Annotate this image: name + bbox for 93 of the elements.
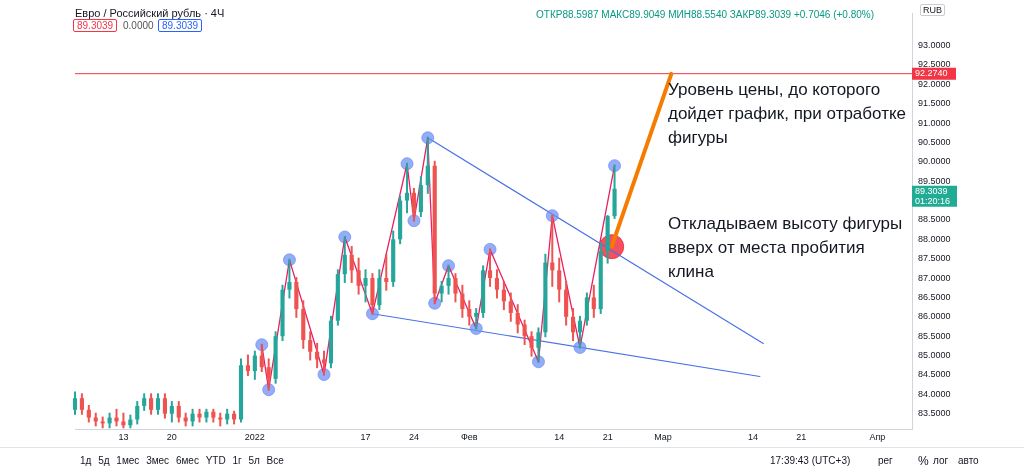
candlestick	[287, 258, 292, 299]
x-tick-label: 21	[602, 432, 613, 443]
candlestick	[363, 269, 368, 303]
y-tick-label: 86.5000	[918, 291, 951, 302]
x-tick-label: Фев	[460, 432, 478, 443]
y-tick-label: 88.0000	[918, 233, 951, 244]
candlestick	[446, 264, 451, 295]
candlestick	[349, 246, 354, 283]
text: %	[918, 454, 929, 468]
candlestick	[591, 284, 596, 318]
candlestick	[557, 257, 562, 303]
y-tick-label: 85.0000	[918, 350, 951, 361]
x-tick-label: 2022	[244, 432, 265, 443]
candlestick	[149, 393, 154, 415]
candlestick	[384, 253, 389, 291]
candlestick	[570, 308, 576, 342]
candlestick	[522, 319, 527, 345]
y-tick-label: 89.5000	[918, 175, 951, 186]
candlestick	[577, 315, 583, 349]
candlestick	[252, 350, 257, 380]
candlestick	[114, 408, 119, 427]
text: 1д 5д 1мес 3мес 6мес YTD 1г 5л Все	[80, 455, 284, 466]
y-tick-label: 83.5000	[918, 408, 951, 419]
annotation: 89.3039	[73, 19, 118, 32]
y-tick-label: 90.5000	[918, 136, 951, 147]
x-tick-label: 20	[166, 432, 177, 443]
ref-line-label: 92.2740	[915, 68, 948, 79]
candlestick	[536, 327, 541, 363]
annotation: ОТКР88.5987 МАКС89.9049 МИН88.5540 ЗАКР89.3039 +0.7046 (+0.80%)	[536, 9, 875, 20]
text: авто	[958, 455, 979, 466]
candlestick	[453, 273, 458, 303]
y-tick-label: 84.5000	[918, 369, 951, 380]
y-tick-label: 91.0000	[918, 117, 951, 128]
candlestick	[321, 350, 327, 376]
candlestick	[508, 292, 513, 322]
candlestick	[72, 391, 78, 415]
candlestick	[308, 331, 313, 361]
candlestick	[259, 343, 264, 373]
annotation: Откладываем высоту фигуры вверх от места пробития клина	[668, 213, 903, 283]
candlestick	[467, 300, 472, 326]
y-tick-label: 86.0000	[918, 311, 951, 322]
candlestick	[266, 358, 271, 391]
y-tick-label: 93.0000	[918, 40, 951, 51]
x-tick-label: 14	[747, 432, 758, 443]
x-tick-label: 17	[360, 432, 371, 443]
candlestick	[501, 280, 506, 311]
annotation: Уровень цены, до которого дойдет график, при отработке фигуры	[668, 79, 907, 149]
y-tick-label: 90.0000	[918, 156, 951, 167]
candlestick	[218, 412, 223, 427]
x-tick-label: 24	[408, 432, 419, 443]
candlestick	[529, 331, 534, 357]
candlestick	[245, 354, 251, 376]
y-tick-label: 92.0000	[918, 78, 951, 89]
text: RUB	[920, 4, 946, 16]
text: 17:39:43 (UTC+3)	[770, 455, 851, 466]
candlestick	[425, 136, 430, 194]
y-tick-label: 85.5000	[918, 330, 951, 341]
chart-title: Евро / Российский рубль · 4Ч	[75, 7, 225, 19]
x-tick-label: 14	[554, 432, 565, 443]
candlestick	[155, 393, 161, 415]
x-tick-label: 21	[796, 432, 807, 443]
candlestick	[356, 257, 361, 295]
candlestick	[411, 187, 417, 222]
x-tick-label: Мар	[654, 432, 672, 443]
candlestick	[584, 292, 589, 326]
text: 01:20:16	[915, 195, 951, 206]
y-tick-label: 92.5000	[918, 59, 951, 70]
y-tick-label: 84.0000	[918, 388, 951, 399]
candlestick	[439, 280, 444, 303]
candlestick	[176, 401, 181, 423]
candlestick	[169, 401, 174, 423]
candlestick	[404, 162, 410, 214]
y-tick-label: 87.0000	[918, 272, 951, 283]
x-tick-label: Апр	[869, 432, 886, 443]
candlestick	[100, 416, 105, 429]
annotation: 0.0000	[123, 20, 154, 31]
candlestick	[342, 235, 347, 283]
text: рег	[878, 455, 893, 466]
text: лог	[933, 455, 949, 466]
y-tick-label: 88.5000	[918, 214, 951, 225]
candlestick	[515, 304, 520, 334]
text: 89.3039	[915, 185, 948, 196]
candlestick	[474, 308, 479, 330]
y-tick-label: 87.5000	[918, 253, 951, 264]
annotation: 89.3039	[158, 19, 203, 32]
candlestick	[460, 284, 465, 318]
candlestick	[135, 401, 140, 425]
y-tick-label: 91.5000	[918, 98, 951, 109]
candlestick	[162, 393, 167, 419]
candlestick	[494, 269, 500, 299]
candlestick	[487, 248, 493, 287]
x-tick-label: 13	[118, 432, 129, 443]
candlestick	[79, 393, 84, 415]
